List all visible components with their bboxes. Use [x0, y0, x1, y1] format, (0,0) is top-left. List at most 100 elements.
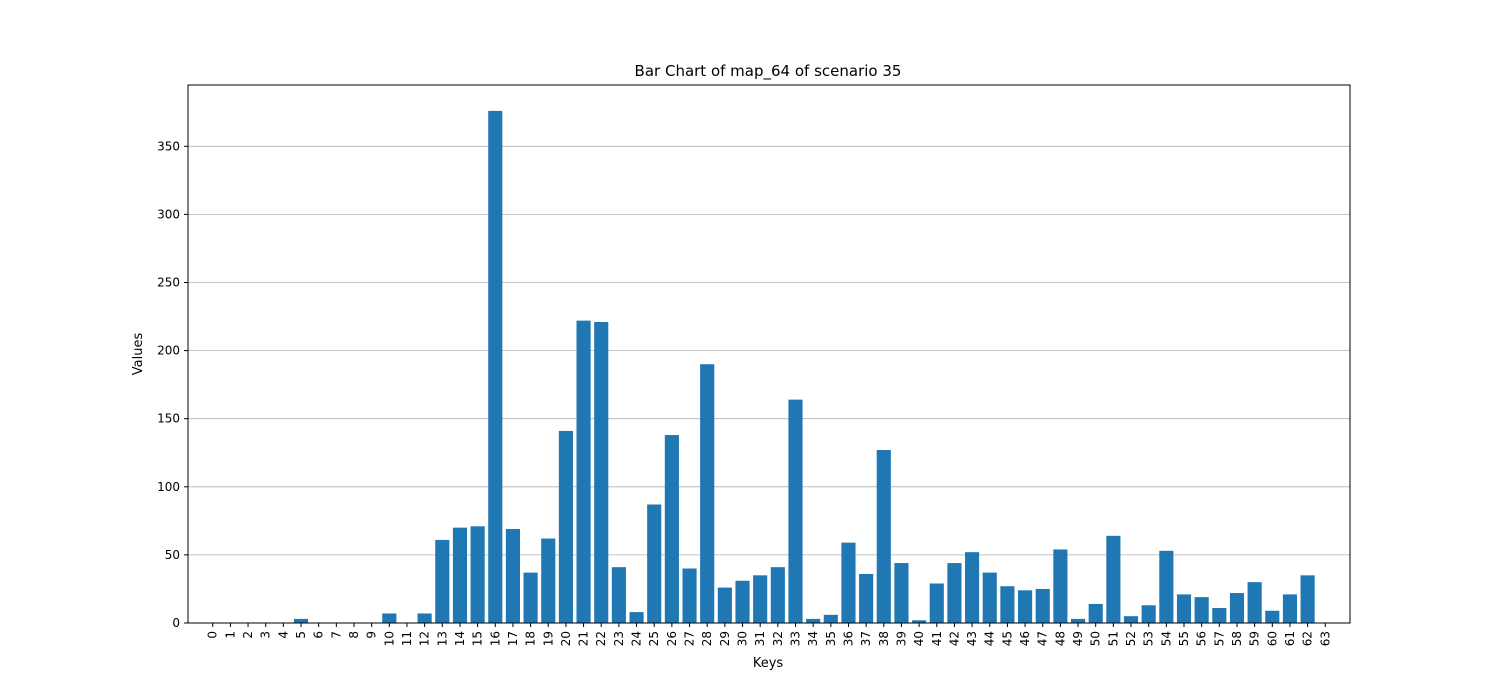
- x-tick-label: 9: [365, 631, 379, 639]
- x-tick-label: 52: [1124, 631, 1138, 646]
- bar-17: [505, 529, 520, 623]
- x-tick-label: 20: [559, 631, 573, 646]
- x-tick-label: 62: [1301, 631, 1315, 646]
- bar-58: [1229, 593, 1245, 623]
- bar-42: [947, 563, 962, 623]
- bar-32: [770, 567, 785, 623]
- x-tick-label: 44: [983, 631, 997, 646]
- x-tick-label: 28: [700, 631, 714, 646]
- x-tick-label: 7: [329, 631, 343, 639]
- x-tick-label: 13: [435, 631, 449, 646]
- bar-28: [700, 364, 715, 623]
- x-tick-label: 22: [594, 631, 608, 646]
- bars: [293, 110, 1315, 623]
- x-tick-label: 6: [312, 631, 326, 639]
- x-tick-label: 31: [753, 631, 767, 646]
- x-tick-label: 45: [1000, 631, 1014, 646]
- bar-18: [523, 572, 538, 623]
- x-tick-label: 27: [683, 631, 697, 646]
- chart-title: Bar Chart of map_64 of scenario 35: [635, 62, 902, 81]
- bar-24: [629, 612, 644, 623]
- y-tick-label: 350: [157, 139, 180, 153]
- x-axis-ticks: 0 1 2 3 4 5 6 7 8 9 10 11 12 13 14 15 16 17 18 19 20 21 22 23 24…: [206, 623, 1332, 646]
- y-axis-title: Values: [131, 333, 146, 376]
- x-tick-label: 35: [824, 631, 838, 646]
- x-tick-label: 50: [1089, 631, 1103, 646]
- bar-52: [1123, 616, 1139, 623]
- bar-50: [1088, 603, 1103, 623]
- x-tick-label: 33: [788, 631, 802, 646]
- x-tick-label: 47: [1036, 631, 1050, 646]
- x-tick-label: 41: [930, 631, 944, 646]
- bar-53: [1141, 605, 1156, 623]
- x-tick-label: 32: [771, 631, 785, 646]
- x-tick-label: 51: [1106, 631, 1120, 646]
- y-tick-label: 150: [157, 412, 180, 426]
- x-tick-label: 29: [718, 631, 732, 646]
- x-tick-label: 25: [647, 631, 661, 646]
- x-tick-label: 43: [965, 631, 979, 646]
- x-tick-label: 37: [859, 631, 873, 646]
- x-tick-label: 26: [665, 631, 679, 646]
- x-tick-label: 10: [382, 631, 396, 646]
- y-tick-label: 100: [157, 480, 180, 494]
- y-tick-label: 0: [172, 616, 180, 630]
- bar-46: [1018, 590, 1033, 623]
- bar-41: [929, 583, 944, 623]
- x-tick-label: 48: [1053, 631, 1067, 646]
- x-tick-label: 0: [206, 631, 220, 639]
- bar-61: [1282, 594, 1298, 623]
- x-tick-label: 49: [1071, 631, 1085, 646]
- bar-27: [682, 568, 697, 623]
- bar-40: [912, 620, 927, 623]
- bar-43: [965, 552, 980, 623]
- x-tick-label: 21: [577, 631, 591, 646]
- bar-23: [611, 567, 626, 623]
- x-tick-label: 12: [418, 631, 432, 646]
- x-tick-label: 8: [347, 631, 361, 639]
- x-tick-label: 55: [1177, 631, 1191, 646]
- bar-59: [1247, 582, 1262, 623]
- bar-19: [541, 538, 556, 623]
- x-tick-label: 38: [877, 631, 891, 646]
- bar-44: [982, 572, 997, 623]
- x-tick-label: 15: [471, 631, 485, 646]
- bar-37: [859, 573, 874, 623]
- x-tick-label: 63: [1318, 631, 1332, 646]
- x-tick-label: 23: [612, 631, 626, 646]
- bar-51: [1106, 535, 1121, 623]
- bar-39: [894, 563, 909, 623]
- bar-22: [594, 321, 609, 623]
- y-tick-label: 250: [157, 275, 180, 289]
- bar-20: [558, 430, 573, 623]
- y-tick-label: 200: [157, 344, 180, 358]
- x-tick-label: 53: [1142, 631, 1156, 646]
- bar-54: [1159, 550, 1174, 623]
- bar-13: [435, 539, 450, 623]
- x-tick-label: 1: [223, 631, 237, 639]
- bar-38: [876, 450, 891, 623]
- y-tick-label: 50: [165, 548, 180, 562]
- x-tick-label: 2: [241, 631, 255, 639]
- x-tick-label: 59: [1248, 631, 1262, 646]
- bar-14: [452, 527, 468, 623]
- x-tick-label: 56: [1195, 631, 1209, 646]
- x-tick-label: 54: [1159, 631, 1173, 646]
- bar-36: [841, 542, 856, 623]
- bar-29: [717, 587, 732, 623]
- bar-15: [470, 526, 485, 623]
- x-tick-label: 58: [1230, 631, 1244, 646]
- bar-55: [1176, 594, 1192, 623]
- bar-25: [647, 504, 662, 623]
- x-tick-label: 42: [947, 631, 961, 646]
- bar-10: [382, 613, 397, 623]
- x-tick-label: 18: [524, 631, 538, 646]
- x-tick-label: 14: [453, 631, 467, 646]
- bar-60: [1265, 610, 1280, 623]
- x-tick-label: 36: [841, 631, 855, 646]
- x-tick-label: 39: [894, 631, 908, 646]
- bar-35: [823, 614, 838, 623]
- bar-47: [1035, 588, 1050, 623]
